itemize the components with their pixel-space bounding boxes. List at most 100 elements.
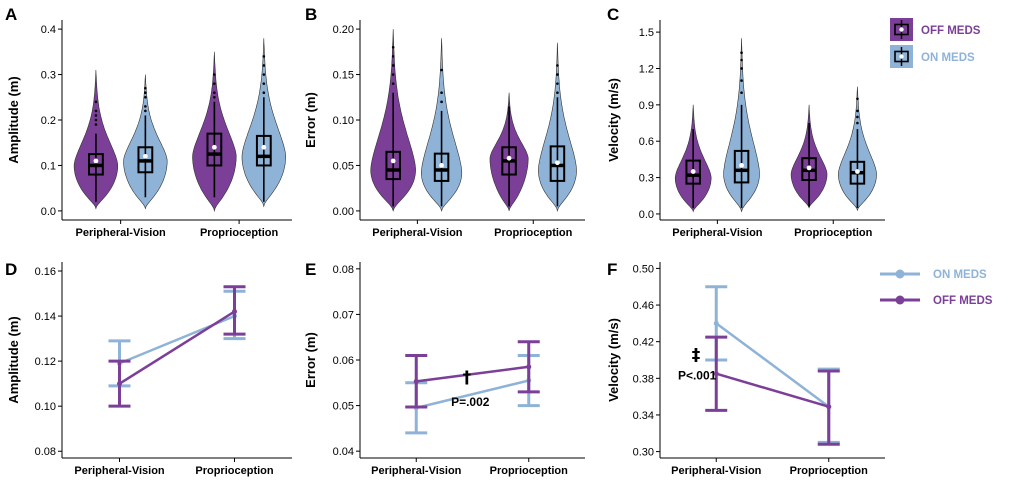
mean-point xyxy=(211,144,217,150)
y-tick-label: 0.00 xyxy=(333,206,354,218)
outlier-point xyxy=(856,115,859,119)
panel-A: A 0.0 0.1 0.2 0.3 0.4 Amplitude (m) Peripheral-… xyxy=(5,5,292,239)
y-tick-label: 0.1 xyxy=(41,160,56,172)
mean-point xyxy=(739,163,744,168)
panel-letter: B xyxy=(305,5,317,24)
legend-label-off-meds-bottom: OFF MEDS xyxy=(933,295,993,307)
y-tick-label: 0.34 xyxy=(633,410,654,422)
legend-label-on-meds: ON MEDS xyxy=(921,52,975,64)
outlier-point xyxy=(94,109,98,113)
outlier-point xyxy=(94,118,98,122)
y-tick-label: 0.2 xyxy=(41,115,56,127)
y-tick-label: 0.16 xyxy=(35,266,56,278)
outlier-point xyxy=(94,114,98,117)
outlier-point xyxy=(391,82,395,85)
y-tick-label: 0.3 xyxy=(41,70,56,82)
x-tick-label: Proprioception xyxy=(494,227,573,239)
mean-point xyxy=(439,163,444,168)
chart-panels: A 0.0 0.1 0.2 0.3 0.4 Amplitude (m) Peripheral-… xyxy=(5,5,885,477)
y-tick-label: 0.06 xyxy=(333,355,354,367)
outlier-point xyxy=(262,91,266,95)
legend-marker-on-meds xyxy=(895,269,905,279)
outlier-point xyxy=(740,79,743,82)
outlier-point xyxy=(856,121,859,125)
y-tick-label: 0.46 xyxy=(633,300,654,312)
y-tick-label: 0.9 xyxy=(639,100,654,112)
outlier-point xyxy=(556,73,559,76)
legend-off-mean xyxy=(899,27,904,32)
outlier-point xyxy=(94,100,98,104)
y-tick-label: 0.05 xyxy=(333,160,354,172)
outlier-point xyxy=(213,82,216,85)
mean-point xyxy=(93,158,99,164)
box-iqr xyxy=(385,150,401,181)
mean-point xyxy=(555,160,560,166)
outlier-point xyxy=(391,45,395,49)
y-tick-label: 0.4 xyxy=(41,24,56,36)
x-tick-label: Peripheral-Vision xyxy=(672,227,763,239)
x-tick-label: Peripheral-Vision xyxy=(74,465,165,477)
annotation-text: P=.002 xyxy=(451,395,490,409)
outlier-point xyxy=(144,105,147,108)
panel-D: D 0.08 0.10 0.12 0.14 0.16 Amplitude (m) Periph… xyxy=(5,260,292,477)
y-tick-label: 0.05 xyxy=(333,401,354,413)
x-tick-label: Proprioception xyxy=(490,465,569,477)
y-tick-label: 0.15 xyxy=(333,70,354,82)
series-line-on-meds xyxy=(416,379,530,410)
outlier-point xyxy=(262,55,266,58)
outlier-point xyxy=(144,109,147,113)
box-iqr xyxy=(255,134,272,167)
outlier-point xyxy=(391,55,395,58)
outlier-point xyxy=(856,97,859,101)
data-point-off-meds xyxy=(713,371,719,377)
y-tick-label: 0.6 xyxy=(639,136,654,148)
y-tick-label: 0.0 xyxy=(639,209,654,221)
y-axis-title: Amplitude (m) xyxy=(6,76,21,163)
outlier-point xyxy=(262,73,266,76)
series-line-off-meds xyxy=(416,365,529,383)
legend-on-mean xyxy=(899,54,904,59)
mean-point xyxy=(390,158,396,164)
box-iqr xyxy=(206,132,223,167)
legend-marker-off-meds xyxy=(895,295,905,305)
mean-point xyxy=(506,155,512,161)
x-tick-label: Peripheral-Vision xyxy=(671,465,762,477)
outlier-point xyxy=(740,91,743,95)
x-tick-label: Proprioception xyxy=(794,227,873,239)
box-iqr xyxy=(549,145,566,182)
data-point-off-meds xyxy=(826,404,832,410)
annotation-text: P<.001 xyxy=(678,369,717,383)
x-tick-label: Peripheral-Vision xyxy=(76,227,167,239)
annotation-symbol: ‡ xyxy=(692,345,701,365)
y-tick-label: 0.50 xyxy=(633,263,654,275)
box-iqr xyxy=(433,152,450,182)
y-axis-title: Amplitude (m) xyxy=(6,316,21,403)
panel-letter: F xyxy=(607,260,617,279)
outlier-point xyxy=(262,64,266,67)
y-tick-label: 0.14 xyxy=(35,311,56,323)
y-axis-title: Velocity (m/s) xyxy=(606,78,621,162)
outlier-point xyxy=(213,95,216,99)
panel-letter: A xyxy=(5,5,17,24)
outlier-point xyxy=(391,73,395,76)
y-tick-label: 0.12 xyxy=(35,356,56,368)
x-tick-label: Peripheral-Vision xyxy=(372,227,463,239)
x-tick-label: Proprioception xyxy=(790,465,869,477)
y-tick-label: 0.42 xyxy=(633,337,654,349)
y-tick-label: 0.08 xyxy=(35,446,56,458)
panel-B: B 0.00 0.05 0.10 0.15 0.20 Error (m) Peripheral… xyxy=(303,5,585,239)
outlier-point xyxy=(740,67,743,70)
y-tick-label: 1.2 xyxy=(639,63,654,75)
panel-letter: C xyxy=(607,5,619,24)
y-tick-label: 0.3 xyxy=(639,173,654,185)
mean-point xyxy=(261,144,267,150)
data-point-off-meds xyxy=(526,364,532,370)
outlier-point xyxy=(556,82,559,85)
panel-letter: D xyxy=(5,260,17,279)
y-tick-label: 0.0 xyxy=(41,206,56,218)
data-point-off-meds xyxy=(117,381,122,387)
y-axis-title: Error (m) xyxy=(303,332,318,388)
panel-C: C 0.0 0.3 0.6 0.9 1.2 1.5 Velocity (m/s) Periphe… xyxy=(606,5,885,239)
mean-point xyxy=(855,169,860,174)
